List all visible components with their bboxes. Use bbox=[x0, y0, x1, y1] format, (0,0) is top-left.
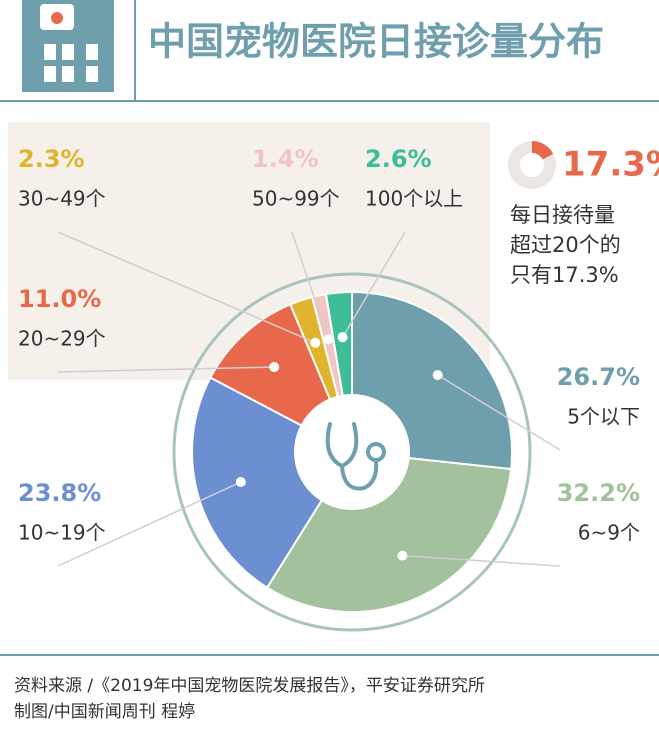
leader-line bbox=[57, 231, 316, 344]
value-label: 23.8% bbox=[18, 479, 101, 507]
category-label: 10~19个 bbox=[18, 521, 106, 545]
leader-line bbox=[57, 481, 242, 567]
value-label: 26.7% bbox=[557, 363, 640, 391]
category-label: 30~49个 bbox=[18, 187, 106, 211]
note-line: 超过20个的 bbox=[510, 233, 621, 257]
value-label: 2.3% bbox=[18, 145, 85, 173]
note-line: 每日接待量 bbox=[510, 203, 615, 227]
leader-dot bbox=[337, 332, 348, 343]
leader-dot bbox=[269, 362, 280, 373]
leader-dot bbox=[323, 334, 334, 345]
value-label: 1.4% bbox=[252, 145, 319, 173]
center-hole bbox=[294, 394, 410, 510]
stethoscope-head bbox=[366, 442, 386, 462]
hospital-icon bbox=[22, 0, 114, 92]
note-arc bbox=[531, 141, 554, 160]
note-line: 只有17.3% bbox=[510, 263, 619, 287]
source-line: 资料来源 /《2019年中国宠物医院发展报告》，平安证券研究所 bbox=[14, 676, 485, 696]
pie-slice bbox=[191, 376, 354, 590]
category-label: 100个以上 bbox=[365, 187, 463, 211]
leader-dot bbox=[235, 477, 246, 488]
leader-line bbox=[341, 231, 406, 338]
category-label: 6~9个 bbox=[578, 521, 640, 545]
leader-dot bbox=[432, 370, 443, 381]
category-label: 5个以下 bbox=[567, 405, 640, 429]
category-label: 50~99个 bbox=[252, 187, 340, 211]
value-label: 11.0% bbox=[18, 285, 101, 313]
value-label: 2.6% bbox=[365, 145, 432, 173]
chart-title: 中国宠物医院日接诊量分布 bbox=[148, 20, 604, 64]
note-value: 17.3% bbox=[562, 145, 659, 185]
leader-line bbox=[437, 374, 561, 451]
leader-line bbox=[402, 554, 561, 567]
leader-dot bbox=[310, 337, 321, 348]
outer-ring bbox=[172, 272, 532, 632]
leader-dot bbox=[397, 550, 408, 561]
stethoscope-icon bbox=[325, 422, 379, 491]
leader-line bbox=[57, 366, 275, 373]
category-label: 20~29个 bbox=[18, 327, 106, 351]
value-label: 32.2% bbox=[557, 479, 640, 507]
source-line: 制图/中国新闻周刊 程婷 bbox=[14, 702, 195, 722]
leader-line bbox=[291, 231, 329, 340]
